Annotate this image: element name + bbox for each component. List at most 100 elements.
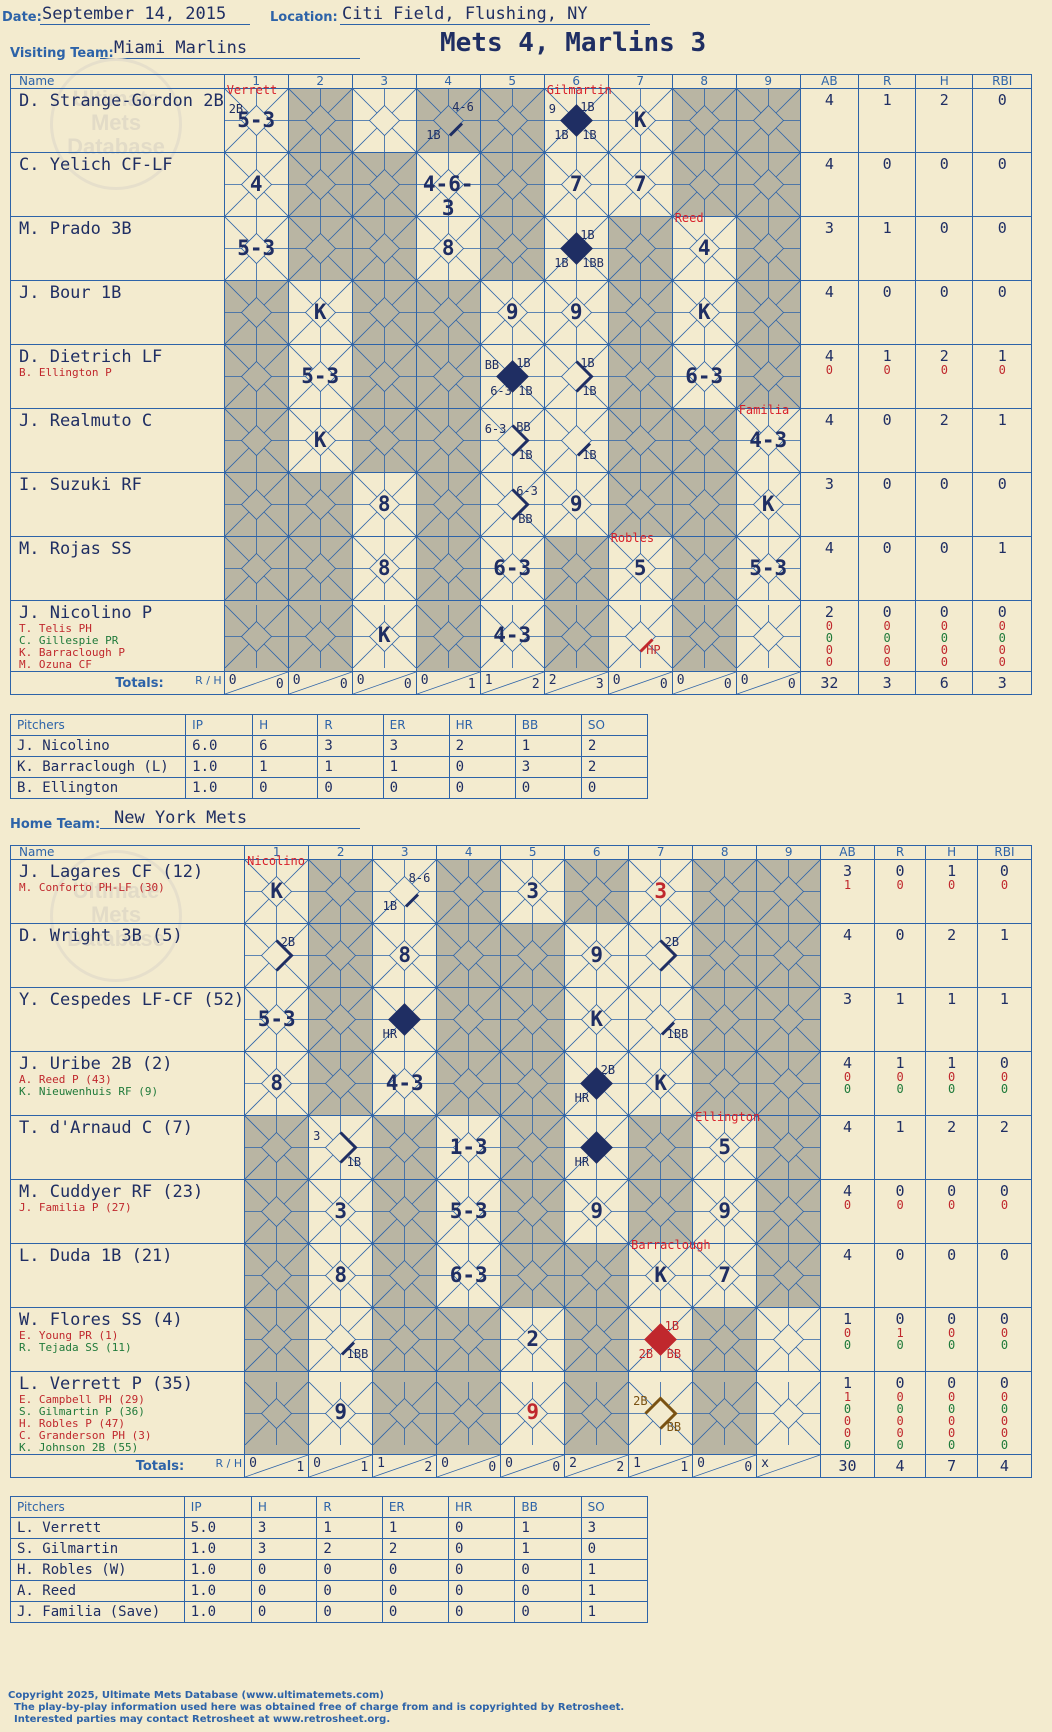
inning-cell: [351, 216, 417, 281]
diamond-grid: [565, 1116, 629, 1179]
diamond-grid: [416, 281, 480, 344]
play-cell: 6-3: [480, 537, 544, 600]
play-cell: 1B 2B BB: [629, 1308, 693, 1371]
sub-stat-value: 0: [896, 1390, 904, 1404]
sub-stat-value: 0: [896, 1426, 904, 1440]
stat-h: 2: [925, 923, 978, 988]
play-cell: [693, 1308, 757, 1371]
play-cell: [672, 473, 736, 536]
pitcher-stat: 1: [317, 756, 384, 778]
basepath-line: [511, 424, 530, 457]
basepath-line: [644, 1395, 678, 1430]
play-annotation: BB: [666, 1420, 682, 1434]
inning-cell: [607, 472, 673, 537]
diamond-grid: [608, 473, 672, 536]
totals-row: Totals: R / H 0 1 0 1 1 2 0 0 0 0 2 2 1 1 0 0 x 30 4 7 4: [9, 1454, 1033, 1478]
play-annotation: 1B: [518, 383, 533, 398]
pitcher-stat: 0: [448, 1559, 516, 1581]
stat-value: 2: [939, 91, 949, 109]
play-result: 9: [590, 942, 603, 967]
inning-runs: 0: [420, 673, 429, 688]
inning-cell: [735, 216, 801, 281]
sub-stat-value: 0: [940, 655, 948, 669]
batter-name: J. Uribe 2B (2): [19, 1054, 173, 1074]
totals-label-cell: Totals: R / H: [10, 671, 225, 695]
stat-rbi: 1: [972, 536, 1032, 601]
sub-stat-value: 0: [825, 643, 833, 657]
stat-value: 0: [895, 926, 905, 944]
play-cell: 9: [565, 924, 629, 987]
play-result: 8: [441, 235, 455, 260]
play-cell: 2B HR: [565, 1052, 629, 1115]
stat-value: 0: [939, 155, 949, 173]
inning-cell: [692, 1307, 758, 1372]
inning-cell: 6-3: [479, 536, 545, 601]
diamond-grid: [437, 924, 501, 987]
inning-cell: [735, 280, 801, 345]
play-cell: 8: [352, 473, 416, 536]
pitcher-stat: 0: [448, 777, 516, 799]
stat-header: RBI: [976, 845, 1033, 860]
inning-header: 2: [287, 74, 353, 89]
diamond-grid: [352, 409, 416, 472]
inning-header: 4: [436, 845, 502, 860]
diamond-grid: [757, 1052, 821, 1115]
play-annotation: 1B: [664, 1318, 680, 1333]
diamond-grid: [608, 153, 672, 216]
play-result: K: [633, 107, 647, 132]
retrosheet-notice: The play-by-play information used here w…: [14, 1702, 625, 1713]
diamond-grid: [544, 537, 608, 600]
play-cell: 9: [544, 281, 608, 344]
stat-r: 0: [873, 1243, 927, 1308]
game-title: Mets 4, Marlins 3: [440, 28, 707, 58]
inning-cell: HP: [607, 600, 673, 672]
play-result: 9: [334, 1400, 347, 1424]
diamond-grid: [480, 409, 544, 472]
diamond-grid: [309, 860, 373, 923]
inning-cell: K: [628, 1051, 694, 1116]
inning-cell: [671, 152, 737, 217]
stat-ab: 4: [799, 536, 860, 601]
stat-r: 1: [858, 88, 917, 153]
diamond-grid: [672, 281, 736, 344]
inning-cell: [308, 859, 374, 924]
inning-cell: [607, 280, 673, 345]
run-scored-diamond: [559, 104, 593, 137]
batter-row: M. Prado 3B 5-3 8 1B 1B 1BB 4 Reed 3 1 0 0: [10, 211, 1032, 281]
sub-stat-value: 0: [1000, 1426, 1009, 1440]
diamond-grid: [373, 988, 437, 1051]
sub-stat-value: 0: [998, 643, 1006, 657]
sub-stat-value: 0: [1000, 1198, 1009, 1212]
play-cell: [629, 1116, 693, 1179]
inning-hits: 1: [296, 1460, 305, 1475]
sub-stat-value: 0: [896, 1414, 904, 1428]
inning-cell: 1BB: [628, 987, 694, 1052]
pitcher-stat-header: HR: [448, 714, 516, 736]
play-cell: [373, 1308, 437, 1371]
pitcher-stat-header: ER: [382, 714, 450, 736]
batter-name: T. d'Arnaud C (7): [19, 1118, 193, 1138]
diamond-grid: [437, 1052, 501, 1115]
stat-value: 1: [895, 1118, 905, 1136]
sub-stat-value: 1: [896, 1326, 904, 1340]
play-cell: 4-3: [373, 1052, 437, 1115]
inning-runs: 0: [356, 673, 365, 688]
inning-cell: 2B BB: [628, 1371, 694, 1455]
play-annotation: 6-3: [516, 483, 538, 498]
inning-cell: [564, 1371, 630, 1455]
sub-stat-value: 0: [1000, 878, 1009, 892]
stat-value: 3: [824, 475, 834, 493]
stat-rbi: 0: [972, 280, 1032, 345]
inning-cell: [372, 1371, 438, 1455]
play-result: 5-3: [749, 555, 788, 580]
play-cell: [672, 153, 736, 216]
play-cell: 1B: [544, 409, 608, 472]
inning-cell: [287, 600, 353, 672]
play-cell: [288, 473, 352, 536]
inning-cell: [564, 1307, 630, 1372]
stat-header: AB: [820, 845, 875, 860]
play-result: 6-3: [449, 1262, 488, 1287]
